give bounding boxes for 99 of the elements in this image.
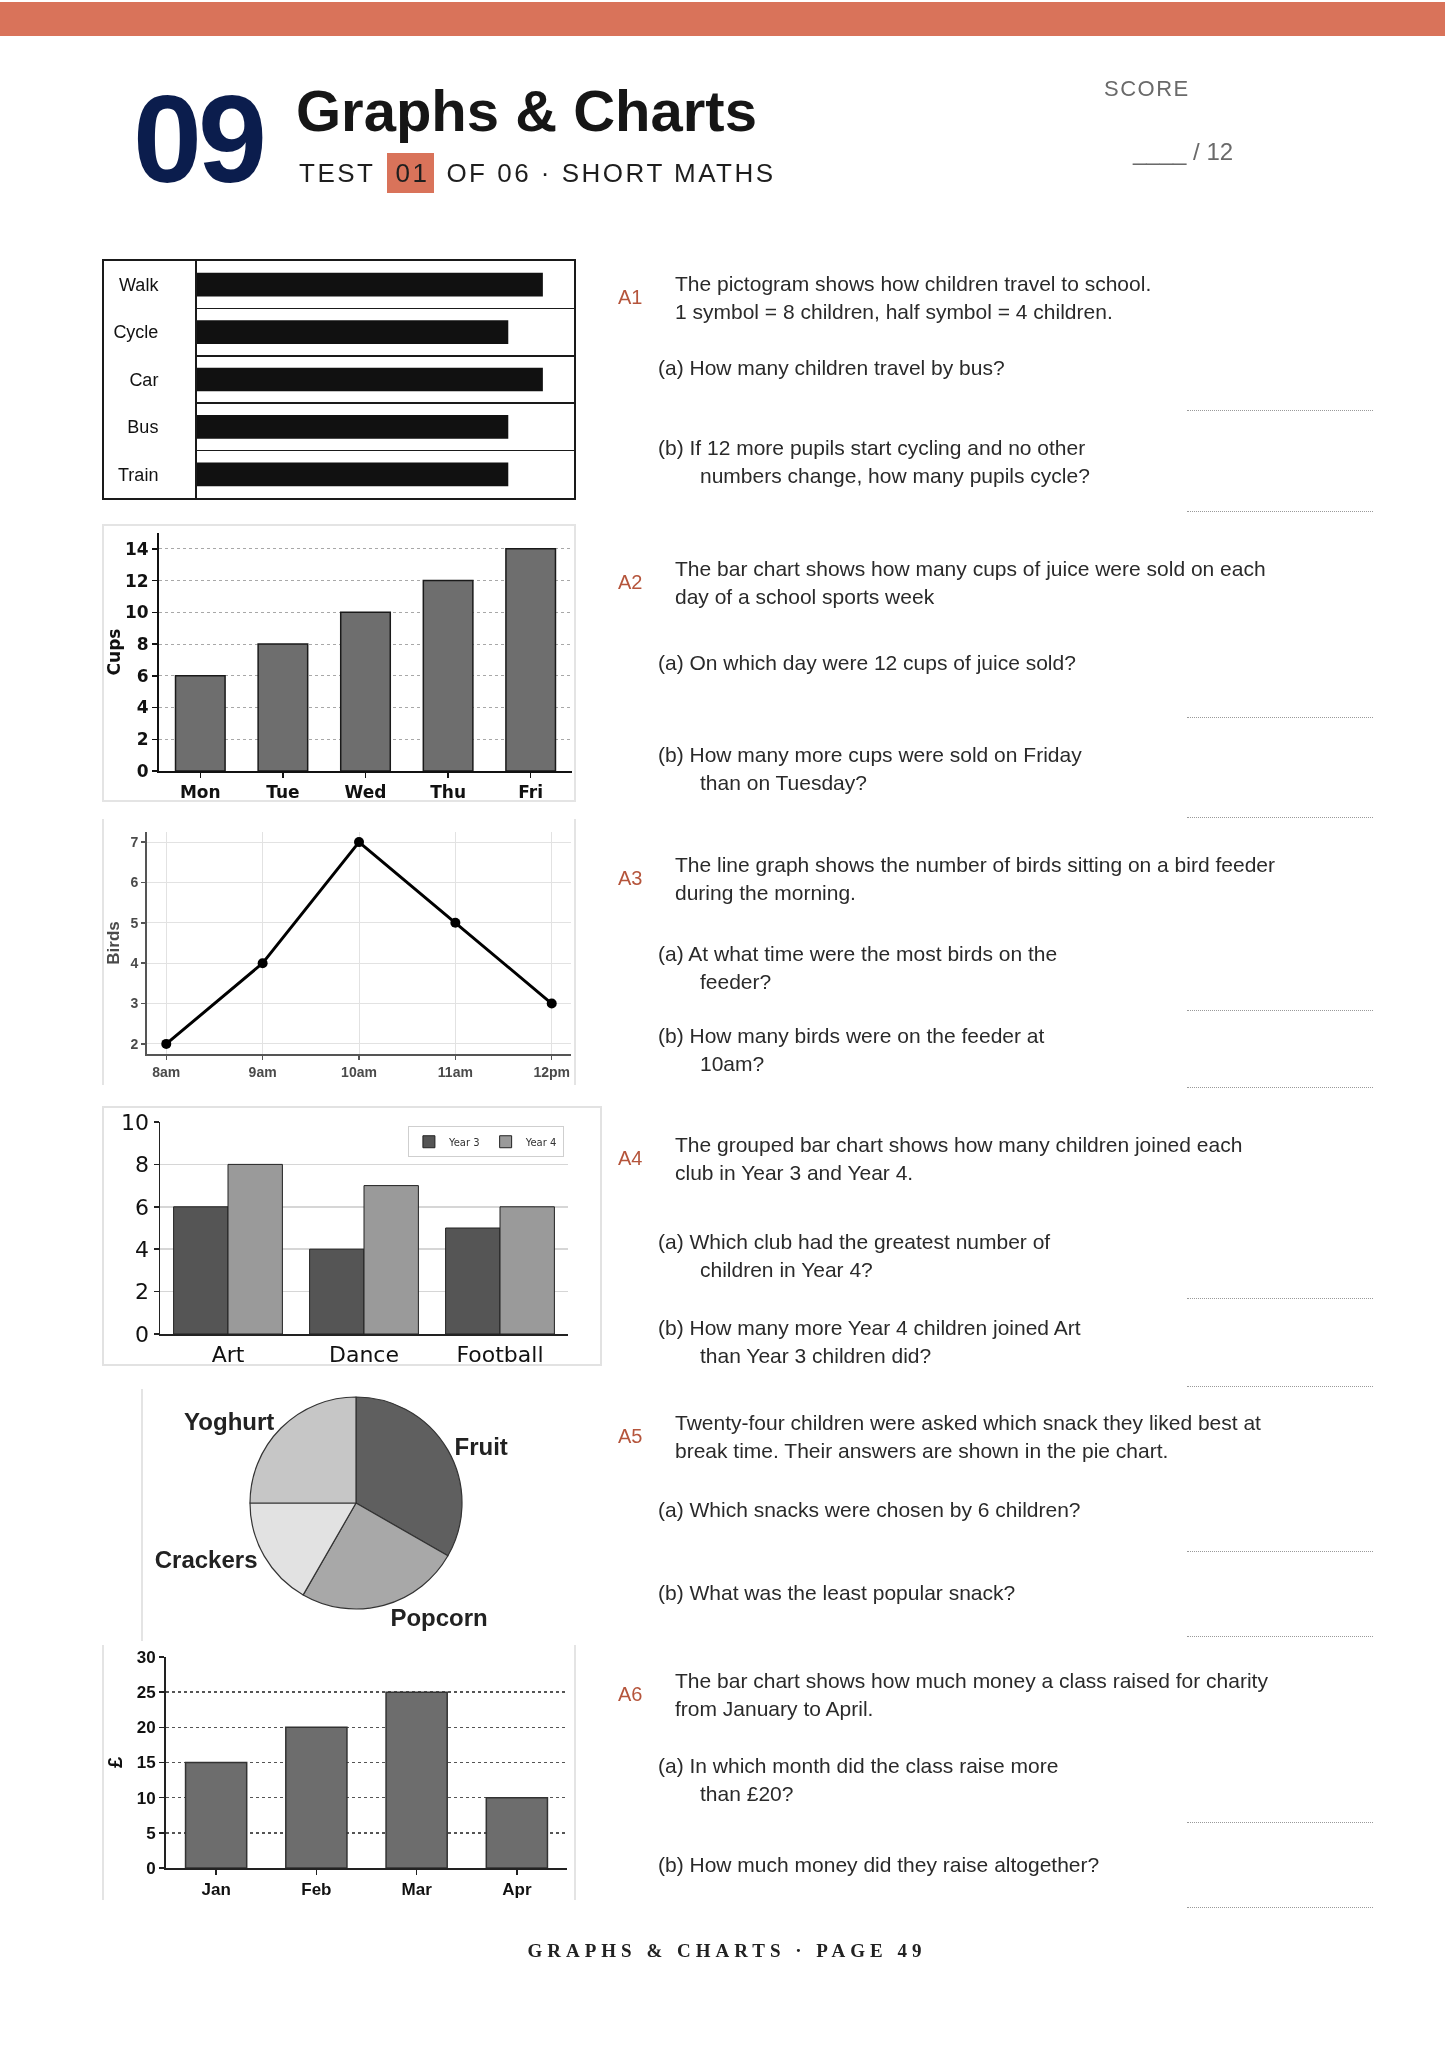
text: (a) On which day were 12 cups of juice sold? bbox=[658, 650, 1076, 676]
text: A5 bbox=[618, 1424, 643, 1449]
x-tick-label: Fri bbox=[518, 782, 544, 803]
y-tick-label: 12 bbox=[124, 570, 149, 591]
point bbox=[354, 837, 364, 848]
x-tick-label: Feb bbox=[301, 1880, 332, 1900]
y-tick-label: 10 bbox=[121, 1109, 150, 1135]
slice-label: Fruit bbox=[454, 1433, 508, 1461]
y-axis-title: £ bbox=[104, 1756, 126, 1769]
text: (a) How many children travel by bus? bbox=[658, 355, 1005, 381]
point bbox=[450, 917, 461, 928]
text: A3 bbox=[618, 866, 643, 891]
point bbox=[161, 1038, 172, 1049]
y-tick-label: Walk bbox=[119, 275, 160, 295]
text: The grouped bar chart shows how many children joined each club in Year 3 and Year 4. bbox=[675, 1132, 1243, 1186]
bar bbox=[485, 1796, 549, 1868]
x-tick-label: Mar bbox=[401, 1880, 433, 1900]
text: (a) Which snacks were chosen by 6 children? bbox=[658, 1497, 1081, 1523]
text: (a) In which month did the class raise more than £20? bbox=[658, 1753, 1059, 1807]
text: Twenty-four children were asked which snack they liked best at break time. Their answers are shown in the pie chart. bbox=[675, 1410, 1261, 1464]
y-tick-label: 0 bbox=[135, 1321, 150, 1347]
text: (b) How many birds were on the feeder at 10am? bbox=[658, 1023, 1045, 1077]
text: A6 bbox=[618, 1682, 643, 1707]
text: TEST bbox=[299, 158, 376, 188]
y-tick-label: 10 bbox=[124, 602, 149, 623]
text: 01 bbox=[387, 153, 435, 193]
text: The pictogram shows how children travel to school. 1 symbol = 8 children, half symbol = 4 children. bbox=[675, 271, 1152, 325]
legend-label: Year 3 bbox=[447, 1136, 480, 1148]
x-tick-label: Dance bbox=[329, 1341, 399, 1367]
text: (b) How much money did they raise altogether? bbox=[658, 1852, 1100, 1878]
text: A4 bbox=[618, 1146, 643, 1171]
y-tick-label: 5 bbox=[146, 1823, 156, 1843]
x-tick-label: Wed bbox=[344, 782, 387, 803]
legend-label: Year 4 bbox=[524, 1136, 557, 1148]
text: (b) If 12 more pupils start cycling and no other numbers change, how many pupils cycle? bbox=[658, 435, 1090, 489]
y-tick-label: 30 bbox=[136, 1647, 156, 1667]
y-tick-label: 20 bbox=[136, 1718, 156, 1738]
y-tick-label: Train bbox=[118, 464, 159, 485]
x-tick-label: Thu bbox=[430, 782, 467, 803]
y-tick-label: 0 bbox=[136, 760, 149, 781]
y-tick-label: 6 bbox=[130, 874, 139, 891]
text: A1 bbox=[618, 285, 643, 310]
text: (b) How many more cups were sold on Friday than on Tuesday? bbox=[658, 742, 1082, 796]
y-tick-label: 10 bbox=[136, 1788, 156, 1808]
text: The line graph shows the number of birds sitting on a bird feeder during the morning. bbox=[675, 852, 1276, 906]
text: Graphs & Charts bbox=[296, 78, 757, 143]
text: (b) What was the least popular snack? bbox=[658, 1580, 1016, 1606]
y-tick-label: 4 bbox=[130, 955, 139, 972]
x-tick-label: 8am bbox=[152, 1063, 181, 1080]
y-tick-label: 2 bbox=[130, 1035, 139, 1052]
y-tick-label: 4 bbox=[135, 1236, 150, 1262]
text: ____ / 12 bbox=[1133, 138, 1234, 165]
y-tick-label: 0 bbox=[146, 1858, 156, 1878]
x-tick-label: Football bbox=[456, 1341, 544, 1367]
x-tick-label: 9am bbox=[248, 1063, 277, 1080]
y-tick-label: 14 bbox=[124, 538, 149, 559]
y-tick-label: 3 bbox=[130, 995, 139, 1012]
text: GRAPHS & CHARTS · PAGE 49 bbox=[527, 1940, 927, 1963]
x-tick-label: 10am bbox=[341, 1063, 377, 1080]
slice-label: Crackers bbox=[154, 1545, 258, 1573]
x-tick-label: Jan bbox=[201, 1880, 231, 1900]
slice-label: Yoghurt bbox=[184, 1407, 275, 1435]
y-axis-title: Birds bbox=[104, 921, 123, 965]
y-tick-label: 6 bbox=[135, 1194, 150, 1220]
y-tick-label: 4 bbox=[136, 697, 149, 718]
slice-label: Popcorn bbox=[390, 1604, 488, 1632]
y-tick-label: 5 bbox=[130, 914, 139, 931]
y-tick-label: 7 bbox=[130, 833, 139, 850]
y-tick-label: 2 bbox=[135, 1279, 150, 1305]
x-tick-label: Art bbox=[211, 1341, 245, 1367]
y-tick-label: 8 bbox=[135, 1152, 150, 1178]
x-tick-label: Mon bbox=[179, 782, 221, 803]
x-tick-label: 11am bbox=[437, 1063, 473, 1080]
bar bbox=[184, 1761, 248, 1868]
text: (a) At what time were the most birds on the feeder? bbox=[658, 941, 1058, 995]
text: The bar chart shows how much money a class raised for charity from January to April. bbox=[675, 1668, 1268, 1722]
y-tick-label: Cycle bbox=[113, 322, 159, 343]
point bbox=[546, 998, 557, 1009]
x-tick-label: Tue bbox=[266, 782, 300, 803]
x-tick-label: Apr bbox=[502, 1880, 532, 1900]
text: (b) How many more Year 4 children joined Art than Year 3 children did? bbox=[658, 1315, 1081, 1369]
bar bbox=[385, 1691, 448, 1868]
y-axis-title: Cups bbox=[104, 628, 124, 676]
y-tick-label: Bus bbox=[127, 417, 159, 438]
text: A2 bbox=[618, 570, 643, 595]
text: The bar chart shows how many cups of juice were sold on each day of a school sports week bbox=[675, 556, 1266, 610]
y-tick-label: 2 bbox=[136, 729, 149, 750]
text: OF 06 · SHORT MATHS bbox=[446, 158, 776, 188]
text: (a) Which club had the greatest number of children in Year 4? bbox=[658, 1229, 1051, 1283]
y-tick-label: Car bbox=[129, 369, 159, 390]
y-tick-label: 15 bbox=[136, 1753, 156, 1773]
x-tick-label: 12pm bbox=[533, 1063, 571, 1080]
bar bbox=[285, 1726, 348, 1868]
y-tick-label: 25 bbox=[136, 1683, 156, 1703]
y-tick-label: 6 bbox=[136, 665, 149, 686]
text: SCORE bbox=[1104, 76, 1190, 101]
point bbox=[257, 958, 268, 969]
y-tick-label: 8 bbox=[136, 634, 149, 655]
text: 09 bbox=[133, 70, 263, 208]
